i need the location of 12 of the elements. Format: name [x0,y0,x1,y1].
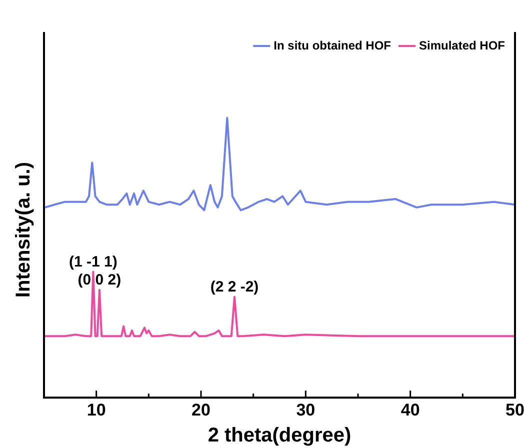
x-tick-label: 50 [506,400,524,420]
legend-label: In situ obtained HOF [274,38,391,52]
x-tick-label: 30 [296,400,316,420]
x-tick-label: 40 [400,400,420,420]
x-axis-title: 2 theta(degree) [208,424,352,447]
annotation: (2 2 -2) [210,278,259,296]
legend-label: Simulated HOF [418,38,506,52]
y-axis-title: Intensity(a. u.) [12,162,35,298]
annotation: (1 -1 1) [69,253,118,270]
x-tick-label: 20 [192,400,210,420]
annotation: (0 0 2) [78,272,122,289]
x-tick-label: 10 [86,400,106,420]
